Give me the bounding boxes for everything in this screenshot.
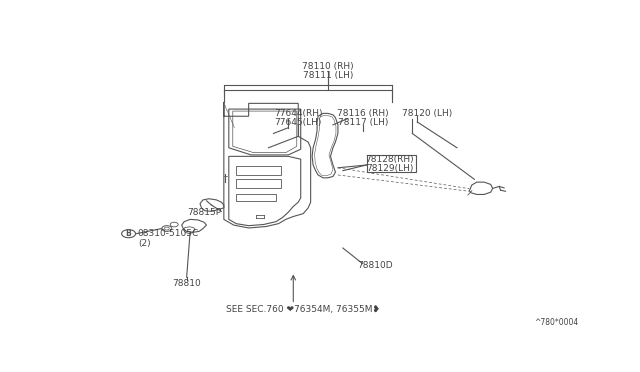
Text: 78129(LH): 78129(LH): [366, 164, 413, 173]
Bar: [236, 179, 281, 188]
Text: 78117 (LH): 78117 (LH): [337, 118, 388, 127]
Text: 78110 (RH): 78110 (RH): [302, 62, 354, 71]
Text: ^780*0004: ^780*0004: [534, 318, 579, 327]
Text: 78815P: 78815P: [188, 208, 221, 217]
Text: 08310-5105C: 08310-5105C: [137, 229, 198, 238]
Text: 77644(RH): 77644(RH): [274, 109, 323, 118]
Text: B: B: [125, 229, 131, 238]
Text: 78810: 78810: [172, 279, 201, 288]
Bar: [236, 166, 281, 175]
Text: 78116 (RH): 78116 (RH): [337, 109, 388, 118]
Bar: [236, 193, 276, 201]
Text: 78810D: 78810D: [357, 261, 393, 270]
Text: 77645(LH): 77645(LH): [275, 118, 322, 127]
Text: 78120 (LH): 78120 (LH): [402, 109, 452, 118]
Text: 78111 (LH): 78111 (LH): [303, 71, 353, 80]
Text: SEE SEC.760 ❤76354M, 76355M❥: SEE SEC.760 ❤76354M, 76355M❥: [226, 305, 380, 314]
Text: (2): (2): [138, 239, 151, 248]
Bar: [367, 155, 416, 172]
Text: 78128(RH): 78128(RH): [365, 155, 414, 164]
